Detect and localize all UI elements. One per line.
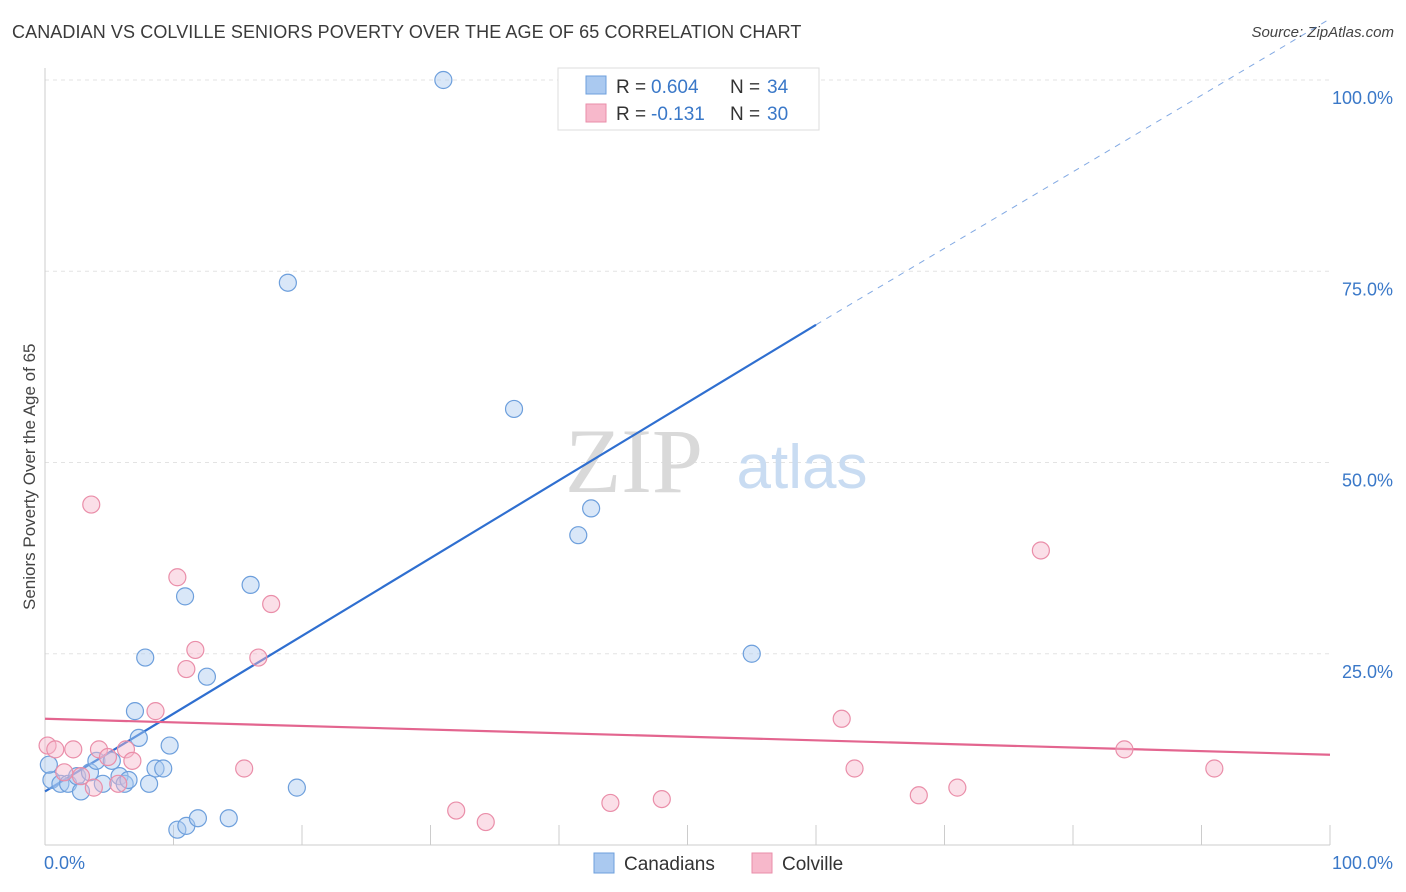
point-colville-22 [652,789,671,809]
legend-swatch-canadians [585,75,607,95]
point-canadians-16 [146,759,165,778]
point-colville-14 [177,659,196,679]
watermark-zip: ZIP [565,410,703,512]
series-legend-label-canadians: Canadians [624,854,715,875]
point-canadians-32 [742,644,761,663]
point-colville-8 [98,747,118,767]
trend-line-colville [44,717,1331,756]
point-colville-4 [71,767,91,786]
point-canadians-11 [119,770,138,790]
point-colville-9 [109,774,128,793]
point-colville-6 [84,778,103,797]
point-canadians-1 [51,774,70,793]
point-canadians-26 [278,273,297,292]
point-colville-17 [249,648,268,667]
watermark: ZIP atlas [565,410,867,512]
point-colville-26 [948,778,967,797]
point-canadians-24 [219,809,238,828]
trend-line-canadians [44,323,817,793]
legend-swatch-colville [585,103,607,123]
point-canadians-25 [241,575,260,595]
point-colville-15 [186,640,205,660]
series-legend: Canadians Colville [593,852,843,875]
point-canadians-29 [504,399,524,419]
data-points [38,70,1224,839]
legend-r-label-colville: R = [616,104,646,125]
point-colville-1 [46,740,65,759]
point-colville-21 [601,793,620,813]
point-canadians-31 [582,499,601,518]
axis-layer [44,68,1330,846]
point-colville-19 [447,801,466,820]
point-canadians-13 [129,728,148,748]
legend-r-value-canadians: 0.604 [651,77,699,98]
tick-labels: 25.0% 50.0% 75.0% 100.0% 0.0% 100.0% [44,88,1393,873]
point-canadians-20 [175,587,195,606]
point-canadians-23 [197,667,217,686]
point-canadians-15 [139,774,159,793]
point-colville-11 [123,751,142,770]
point-canadians-27 [287,778,306,797]
point-colville-3 [64,740,83,759]
point-canadians-5 [80,763,100,782]
series-legend-swatch-canadians [593,852,615,874]
point-colville-12 [146,702,165,721]
y-tick-label-2: 75.0% [1342,279,1393,299]
point-colville-18 [262,594,281,614]
point-colville-20 [476,812,495,832]
source-label: Source: ZipAtlas.com [1251,24,1394,41]
legend-r-label-canadians: R = [616,77,646,98]
point-canadians-22 [188,809,208,828]
point-canadians-19 [168,820,187,839]
trend-line-extension-canadians [815,18,1331,326]
point-colville-5 [82,495,101,514]
legend-n-value-colville: 30 [767,104,788,125]
point-colville-16 [235,759,254,778]
point-canadians-18 [160,736,179,755]
point-canadians-6 [87,751,106,770]
point-canadians-28 [434,70,453,90]
point-canadians-14 [136,648,155,667]
point-canadians-30 [569,526,588,545]
point-colville-24 [845,759,864,778]
point-colville-25 [909,786,928,805]
point-colville-13 [168,568,187,587]
point-colville-27 [1031,541,1050,560]
point-colville-10 [116,740,136,759]
chart-title: CANADIAN VS COLVILLE SENIORS POVERTY OVE… [12,22,802,42]
x-tick-label-max: 100.0% [1332,853,1393,873]
legend-n-value-canadians: 34 [767,77,789,98]
legend-r-value-colville: -0.131 [651,104,705,125]
y-tick-label-0: 25.0% [1342,662,1393,682]
point-colville-28 [1115,740,1134,759]
y-axis-title: Seniors Poverty Over the Age of 65 [20,343,39,610]
trend-lines [44,18,1331,793]
legend-n-label-colville: N = [730,104,760,125]
point-colville-2 [55,763,74,782]
series-legend-swatch-colville [751,852,773,874]
point-canadians-12 [125,702,145,721]
point-colville-23 [832,709,851,728]
point-canadians-7 [93,774,112,793]
point-colville-29 [1205,759,1224,778]
legend-n-label-canadians: N = [730,77,760,98]
y-tick-label-1: 50.0% [1342,471,1393,491]
y-tick-label-3: 100.0% [1332,88,1393,108]
point-canadians-17 [154,759,173,778]
x-tick-label-min: 0.0% [44,853,85,873]
series-legend-label-colville: Colville [782,854,843,875]
point-canadians-33 [39,755,58,774]
watermark-atlas: atlas [737,433,868,502]
correlation-legend: R = 0.604 N = 34 R = -0.131 N = 30 [557,67,820,131]
